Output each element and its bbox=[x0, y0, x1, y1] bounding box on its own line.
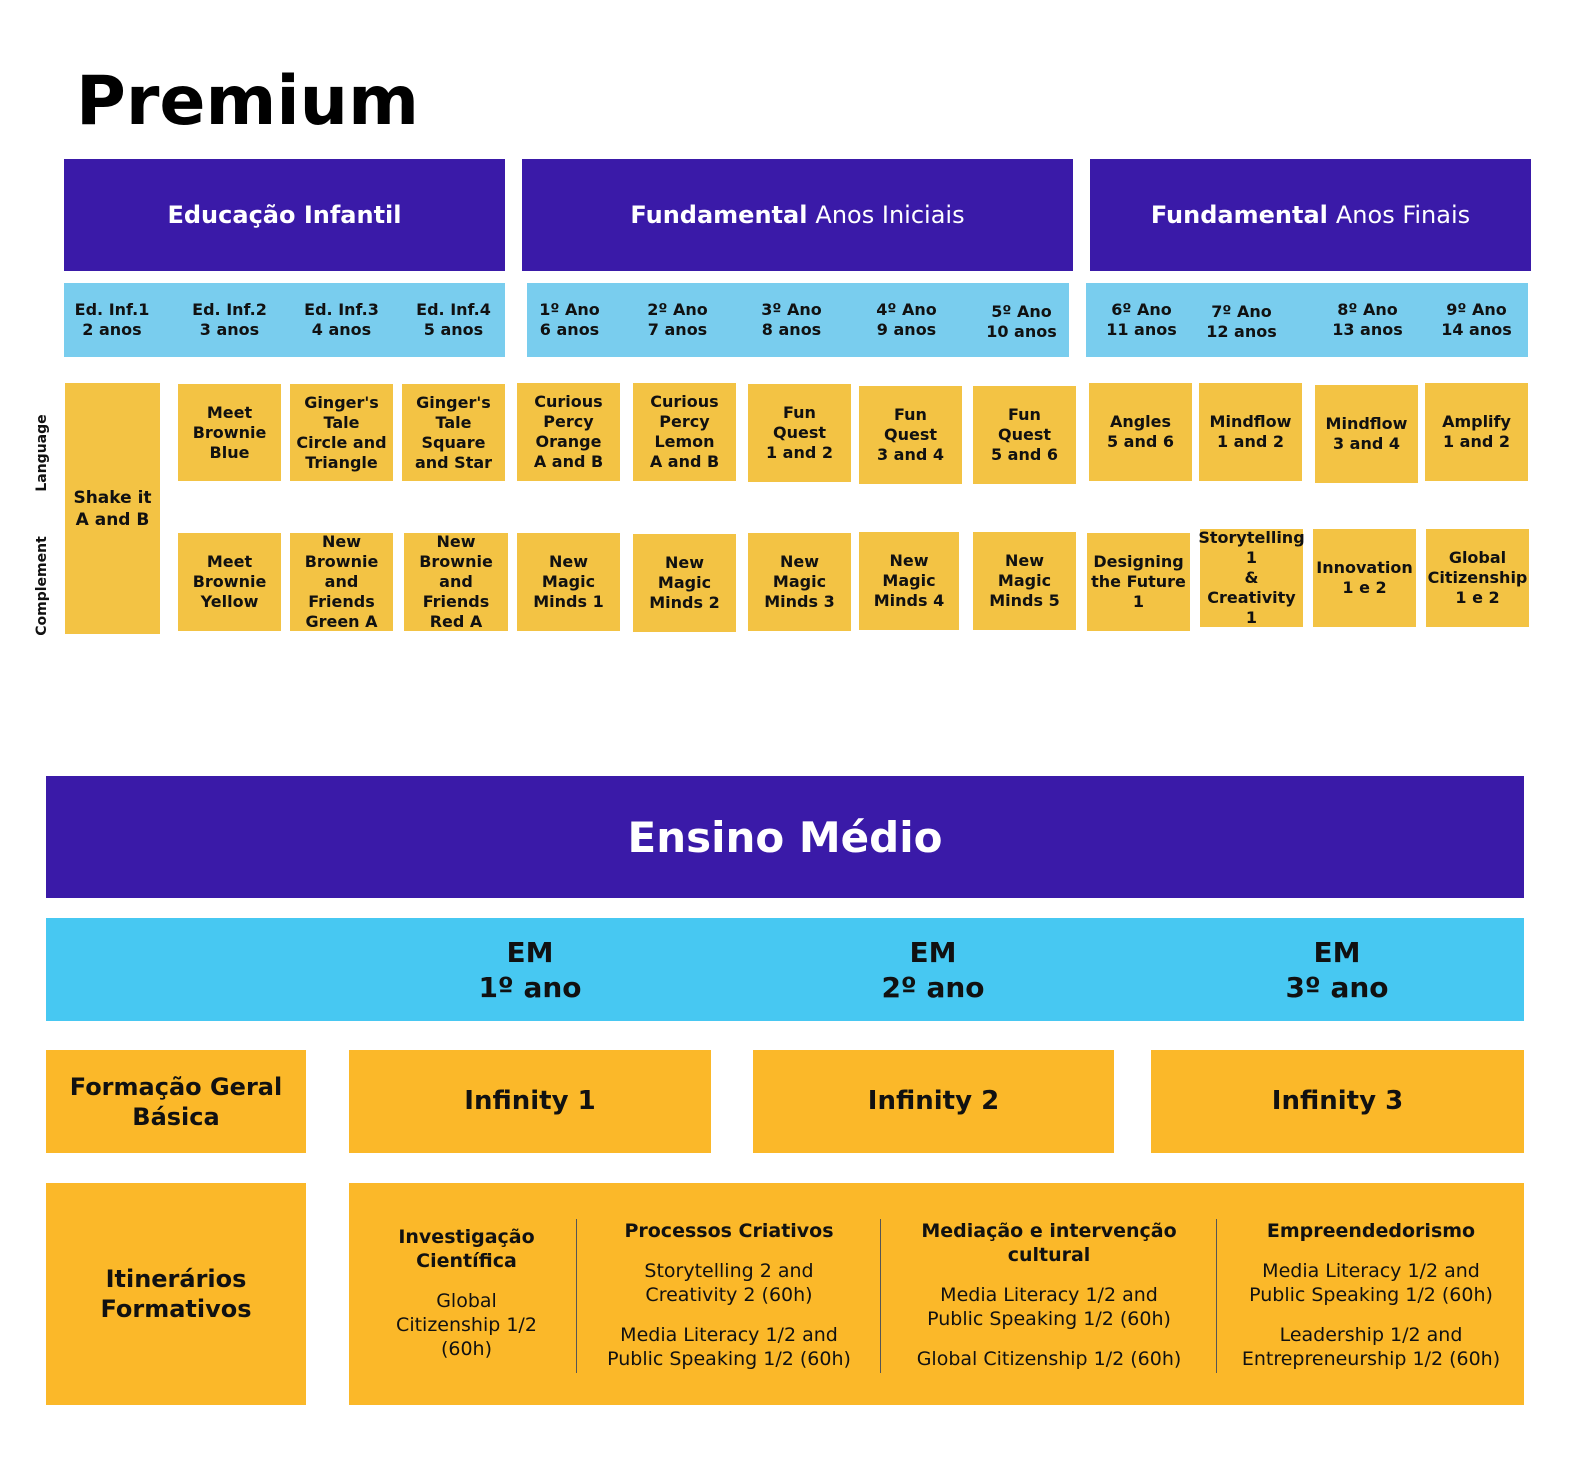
book-complement: New Brownie and Friends Green A bbox=[290, 532, 393, 631]
book-complement: Meet Brownie Yellow bbox=[178, 533, 281, 631]
track-divider bbox=[1216, 1219, 1217, 1373]
track-title: Mediação e intervenção cultural bbox=[921, 1220, 1177, 1266]
grade-label: Ed. Inf.3 4 anos bbox=[304, 300, 379, 339]
book-complement: Global Citizenship 1 e 2 bbox=[1426, 529, 1529, 627]
grade-bar-iniciais bbox=[527, 283, 1069, 357]
book-complement: Storytelling 1 & Creativity 1 bbox=[1198, 528, 1305, 627]
book-complement: New Magic Minds 2 bbox=[633, 534, 736, 632]
itinerarios-formativos: Itinerários Formativos bbox=[46, 1183, 306, 1405]
track-investigacao: Investigação Científica Global Citizensh… bbox=[359, 1225, 574, 1361]
track-empreendedorismo: Empreendedorismo Media Literacy 1/2 and … bbox=[1221, 1219, 1521, 1371]
header-bold: Fundamental bbox=[1150, 201, 1328, 229]
grade-label: Ed. Inf.4 5 anos bbox=[416, 300, 491, 339]
book-language: Ginger's Tale Circle and Triangle bbox=[290, 384, 393, 481]
grade-label: Ed. Inf.1 2 anos bbox=[74, 300, 150, 339]
ensino-medio-header: Ensino Médio bbox=[46, 776, 1524, 898]
track-item: Media Literacy 1/2 and Public Speaking 1… bbox=[607, 1324, 851, 1370]
book-language: Curious Percy Orange A and B bbox=[517, 383, 620, 481]
page-title: Premium bbox=[76, 62, 419, 141]
track-divider bbox=[880, 1219, 881, 1373]
book-complement: New Magic Minds 1 bbox=[517, 533, 620, 631]
track-title: Investigação Científica bbox=[398, 1226, 535, 1272]
grade-label: 9º Ano 14 anos bbox=[1441, 300, 1512, 339]
row-label-language: Language bbox=[34, 414, 50, 492]
track-title: Processos Criativos bbox=[624, 1220, 834, 1242]
track-item: Media Literacy 1/2 and Public Speaking 1… bbox=[1249, 1260, 1493, 1306]
header-bold: Fundamental bbox=[630, 201, 808, 229]
formacao-geral-basica: Formação Geral Básica bbox=[46, 1050, 306, 1153]
track-item: Leadership 1/2 and Entrepreneurship 1/2 … bbox=[1241, 1324, 1501, 1370]
grade-bar-infantil bbox=[64, 283, 505, 357]
em-year-label: EM 2º ano bbox=[881, 936, 985, 1004]
book-complement: New Brownie and Friends Red A bbox=[404, 532, 508, 631]
em-year-label: EM 1º ano bbox=[478, 936, 582, 1004]
grade-label: 5º Ano 10 anos bbox=[986, 302, 1057, 341]
track-divider bbox=[576, 1219, 577, 1373]
book-language: Ginger's Tale Square and Star bbox=[402, 384, 505, 481]
book-language: Angles 5 and 6 bbox=[1089, 383, 1192, 481]
book-language: Mindflow 1 and 2 bbox=[1199, 383, 1302, 481]
grade-bar-finais bbox=[1086, 283, 1528, 357]
grade-label: 2º Ano 7 anos bbox=[647, 300, 708, 339]
row-label-complement: Complement bbox=[34, 536, 50, 636]
infinity-card: Infinity 2 bbox=[753, 1050, 1114, 1153]
header-educacao-infantil: Educação Infantil bbox=[64, 159, 505, 271]
book-complement: New Magic Minds 4 bbox=[859, 532, 959, 630]
header-bold: Educação Infantil bbox=[167, 201, 402, 229]
grade-label: 4º Ano 9 anos bbox=[876, 300, 937, 339]
grade-label: 6º Ano 11 anos bbox=[1106, 300, 1177, 339]
book-complement: Innovation 1 e 2 bbox=[1313, 529, 1416, 627]
header-regular: Anos Iniciais bbox=[815, 201, 965, 229]
book-language: Curious Percy Lemon A and B bbox=[633, 383, 736, 481]
header-fundamental-iniciais: Fundamental Anos Iniciais bbox=[522, 159, 1073, 271]
grade-label: Ed. Inf.2 3 anos bbox=[192, 300, 267, 339]
book-complement: Designing the Future 1 bbox=[1087, 533, 1190, 631]
book-complement: New Magic Minds 5 bbox=[973, 532, 1076, 630]
infinity-card: Infinity 1 bbox=[349, 1050, 711, 1153]
grade-label: 3º Ano 8 anos bbox=[761, 300, 822, 339]
em-year-label: EM 3º ano bbox=[1285, 936, 1389, 1004]
grade-label: 1º Ano 6 anos bbox=[539, 300, 600, 339]
tracks-panel: Investigação Científica Global Citizensh… bbox=[349, 1183, 1524, 1405]
em-years-bar bbox=[46, 918, 1524, 1021]
track-mediacao: Mediação e intervenção cultural Media Li… bbox=[885, 1219, 1213, 1371]
book-language: Fun Quest 5 and 6 bbox=[973, 386, 1076, 484]
book-complement: New Magic Minds 3 bbox=[748, 533, 851, 631]
track-processos: Processos Criativos Storytelling 2 and C… bbox=[581, 1219, 877, 1371]
book-language: Meet Brownie Blue bbox=[178, 384, 281, 481]
grade-label: 8º Ano 13 anos bbox=[1332, 300, 1403, 339]
book-shake-it: Shake it A and B bbox=[65, 383, 160, 634]
book-language: Fun Quest 3 and 4 bbox=[859, 386, 962, 484]
header-fundamental-finais: Fundamental Anos Finais bbox=[1090, 159, 1531, 271]
header-regular: Anos Finais bbox=[1335, 201, 1471, 229]
infinity-card: Infinity 3 bbox=[1151, 1050, 1524, 1153]
track-item: Global Citizenship 1/2 (60h) bbox=[916, 1348, 1182, 1370]
track-item: Storytelling 2 and Creativity 2 (60h) bbox=[644, 1260, 814, 1306]
book-language: Fun Quest 1 and 2 bbox=[748, 384, 851, 482]
track-title: Empreendedorismo bbox=[1266, 1220, 1476, 1242]
book-language: Mindflow 3 and 4 bbox=[1315, 385, 1418, 483]
track-item: Global Citizenship 1/2 (60h) bbox=[396, 1290, 537, 1360]
grade-label: 7º Ano 12 anos bbox=[1206, 302, 1277, 341]
track-item: Media Literacy 1/2 and Public Speaking 1… bbox=[927, 1284, 1171, 1330]
book-language: Amplify 1 and 2 bbox=[1425, 383, 1528, 481]
